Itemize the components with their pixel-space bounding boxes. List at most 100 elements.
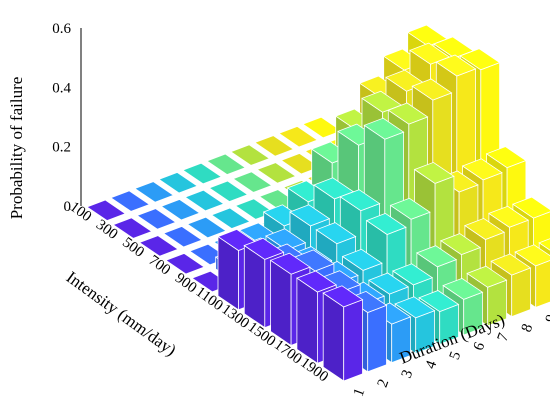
bar — [161, 225, 204, 248]
z-tick-label: 0.2 — [52, 140, 71, 156]
z-axis-label: Probability of failure — [7, 77, 26, 220]
bar-side-face — [343, 299, 363, 382]
bar — [85, 199, 128, 222]
duration-tick-label: 1 — [351, 386, 369, 399]
bar-top-face — [389, 197, 431, 220]
bar-top-face — [341, 248, 383, 271]
bar — [181, 162, 224, 185]
bar-top-face — [394, 296, 436, 319]
bar — [164, 252, 206, 275]
bar — [229, 143, 272, 167]
duration-tick-label: 3 — [399, 368, 417, 381]
bar-top-face — [322, 285, 364, 308]
bar-top-face — [418, 290, 460, 313]
bar — [185, 216, 228, 239]
bar-top-face — [181, 162, 224, 185]
bar — [253, 134, 296, 158]
duration-tick-label: 7 — [495, 331, 513, 344]
bar-side-face — [511, 267, 531, 318]
bar-top-face — [164, 252, 206, 275]
bar-top-face — [461, 158, 503, 181]
bar-top-face — [231, 170, 274, 194]
bar-top-face — [435, 54, 477, 77]
bar-top-face — [185, 216, 228, 239]
bar-top-face — [183, 189, 226, 212]
bar — [135, 207, 178, 231]
bar-top-face — [229, 143, 272, 167]
bar — [277, 125, 320, 148]
bar-top-face — [159, 198, 202, 221]
bar-top-face — [207, 180, 250, 203]
bar — [133, 180, 176, 204]
bar-top-face — [265, 228, 307, 251]
z-tick-label: 0 — [64, 199, 72, 215]
bar-top-face — [464, 217, 506, 240]
bar — [137, 234, 180, 258]
bar-top-face — [387, 102, 429, 125]
bar-top-face — [85, 199, 128, 222]
bar-top-face — [277, 125, 320, 148]
bar — [159, 198, 202, 221]
duration-tick-label: 4 — [423, 358, 441, 371]
bar-top-face — [339, 189, 381, 212]
bar-top-face — [392, 263, 434, 286]
bar-top-face — [413, 161, 455, 184]
bar-top-face — [440, 233, 482, 256]
bar — [111, 216, 154, 240]
bar-top-face — [289, 204, 331, 227]
bar-top-face — [485, 146, 527, 169]
duration-tick-label: 9 — [543, 313, 550, 326]
bar-top-face — [512, 196, 550, 219]
bar — [207, 180, 250, 203]
bar — [157, 171, 200, 194]
bars — [85, 24, 550, 382]
intensity-tick-label: 700 — [146, 252, 174, 278]
bar-top-face — [368, 272, 410, 295]
intensity-tick-label: 300 — [93, 217, 121, 243]
bar — [231, 170, 274, 194]
bar-top-face — [137, 234, 180, 258]
x-axis-label: Intensity (mm/day) — [63, 267, 180, 359]
bar — [109, 189, 152, 213]
duration-tick-label: 8 — [519, 322, 537, 335]
bar-side-face — [367, 304, 387, 373]
bar — [205, 153, 248, 176]
bar-top-face — [365, 212, 407, 235]
bar-top-face — [488, 205, 530, 228]
bar-top-face — [411, 78, 453, 101]
bar-top-face — [416, 245, 458, 268]
bar-top-face — [243, 237, 285, 260]
bar — [255, 161, 298, 185]
bar — [183, 189, 226, 212]
bar-side-face — [535, 259, 550, 308]
bar-top-face — [363, 117, 405, 140]
bar-top-face — [135, 207, 178, 231]
z-tick-label: 0.6 — [52, 21, 71, 37]
bar — [322, 285, 364, 382]
bar-top-face — [255, 161, 298, 185]
bar-top-face — [253, 134, 296, 158]
bar-top-face — [161, 225, 204, 248]
bar — [209, 207, 252, 230]
bar-top-face — [538, 238, 550, 251]
bar-top-face — [315, 222, 357, 245]
bar-top-face — [296, 270, 338, 293]
intensity-tick-label: 500 — [119, 235, 147, 261]
duration-tick-label: 6 — [471, 340, 489, 353]
bar-top-face — [490, 253, 532, 276]
bar-top-face — [205, 153, 248, 176]
bar-top-face — [514, 244, 550, 267]
duration-tick-label: 5 — [447, 349, 465, 362]
bar-top-face — [111, 216, 154, 240]
bar-top-face — [442, 277, 484, 300]
bar-top-face — [109, 189, 152, 213]
bar-top-face — [133, 180, 176, 204]
bar-top-face — [459, 48, 501, 71]
bar-top-face — [466, 265, 508, 288]
duration-tick-label: 2 — [375, 377, 393, 390]
bar-top-face — [269, 252, 311, 275]
z-tick-labels: 0 0.2 0.4 0.6 — [52, 21, 71, 215]
bar-top-face — [209, 207, 252, 230]
z-tick-label: 0.4 — [52, 80, 71, 96]
